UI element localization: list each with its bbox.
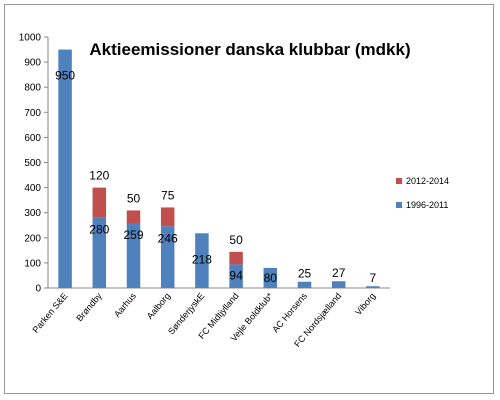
- bar-brøndby-2012-2014: [92, 187, 107, 218]
- data-label-brøndby-1996-2011: 280: [89, 223, 109, 237]
- bar-fc-nordsjælland-1996-2011: [331, 281, 346, 288]
- bar-aalborg-1996-2011: [160, 226, 175, 288]
- legend-label-1996-2011: 1996-2011: [406, 200, 448, 210]
- legend-label-2012-2014: 2012-2014: [406, 176, 449, 186]
- data-label-brøndby-2012-2014: 120: [89, 169, 109, 183]
- y-tick-label: 700: [24, 108, 41, 119]
- y-tick-label: 1000: [19, 33, 42, 44]
- y-tick-label: 200: [24, 233, 41, 244]
- bar-brøndby-1996-2011: [92, 217, 107, 288]
- data-label-aarhus-2012-2014: 50: [127, 191, 141, 205]
- data-label-parken-s-e-1996-2011: 950: [55, 69, 75, 83]
- data-label-aalborg-2012-2014: 75: [161, 188, 175, 202]
- bar-fc-midtjylland-1996-2011: [229, 264, 243, 288]
- x-axis-ticks: Parken S&E Brøndby Aarhus AalborgSønderjysk…: [30, 290, 377, 349]
- bar-vejle-boldklub-1996-2011: [263, 267, 278, 288]
- data-label-ac-horsens-1996-2011: 25: [298, 267, 312, 281]
- y-tick-label: 600: [24, 133, 41, 144]
- y-tick-label: 900: [24, 58, 41, 69]
- bar-ac-horsens-1996-2011: [297, 281, 312, 288]
- data-label-sønderjyske-1996-2011: 218: [192, 252, 212, 266]
- y-axis-ticks: 0 100 200 300 400 500 600 700 800 900 1000: [19, 33, 48, 295]
- legend-swatch-1996-2011: [396, 202, 402, 208]
- y-tick-label: 800: [24, 83, 41, 94]
- bar-aarhus-2012-2014: [126, 210, 141, 223]
- y-tick-label: 500: [24, 158, 41, 169]
- data-label-vejle-boldklub-1996-2011: 80: [264, 271, 278, 285]
- y-tick-label: 100: [24, 258, 41, 269]
- data-label-aarhus-1996-2011: 259: [123, 228, 143, 242]
- y-tick-label: 400: [24, 183, 41, 194]
- bar-sønderjyske-1996-2011: [195, 233, 209, 288]
- y-tick-label: 0: [35, 284, 41, 295]
- x-tick-label: Brøndby: [74, 290, 104, 323]
- data-label-aalborg-1996-2011: 246: [158, 231, 178, 245]
- y-tick-label: 300: [24, 208, 41, 219]
- data-labels: 950 280 120 259 50 246 75 218 94 50 80 25 27 7: [55, 69, 376, 286]
- x-tick-label: Viborg: [353, 291, 377, 317]
- x-tick-label: Aarhus: [112, 290, 138, 319]
- bars: [58, 49, 380, 288]
- chart-frame: [4, 4, 494, 394]
- bar-parken-s-e-1996-2011: [58, 49, 72, 288]
- bar-aalborg-2012-2014: [160, 207, 175, 227]
- chart-title: Aktieemissioner danska klubbar (mdkk): [89, 40, 410, 59]
- legend-swatch-2012-2014: [396, 178, 402, 184]
- bar-viborg-1996-2011: [366, 286, 380, 288]
- bar-aarhus-1996-2011: [126, 222, 141, 288]
- legend: 2012-2014 1996-2011: [396, 176, 449, 210]
- data-label-fc-nordsjælland-1996-2011: 27: [332, 266, 346, 280]
- bar-fc-midtjylland-2012-2014: [229, 251, 243, 265]
- x-tick-label: Aalborg: [145, 291, 173, 321]
- data-label-viborg-1996-2011: 7: [370, 271, 377, 285]
- data-label-fc-midtjylland-1996-2011: 94: [229, 268, 243, 282]
- x-tick-label: Parken S&E: [30, 291, 69, 335]
- data-label-fc-midtjylland-2012-2014: 50: [229, 233, 243, 247]
